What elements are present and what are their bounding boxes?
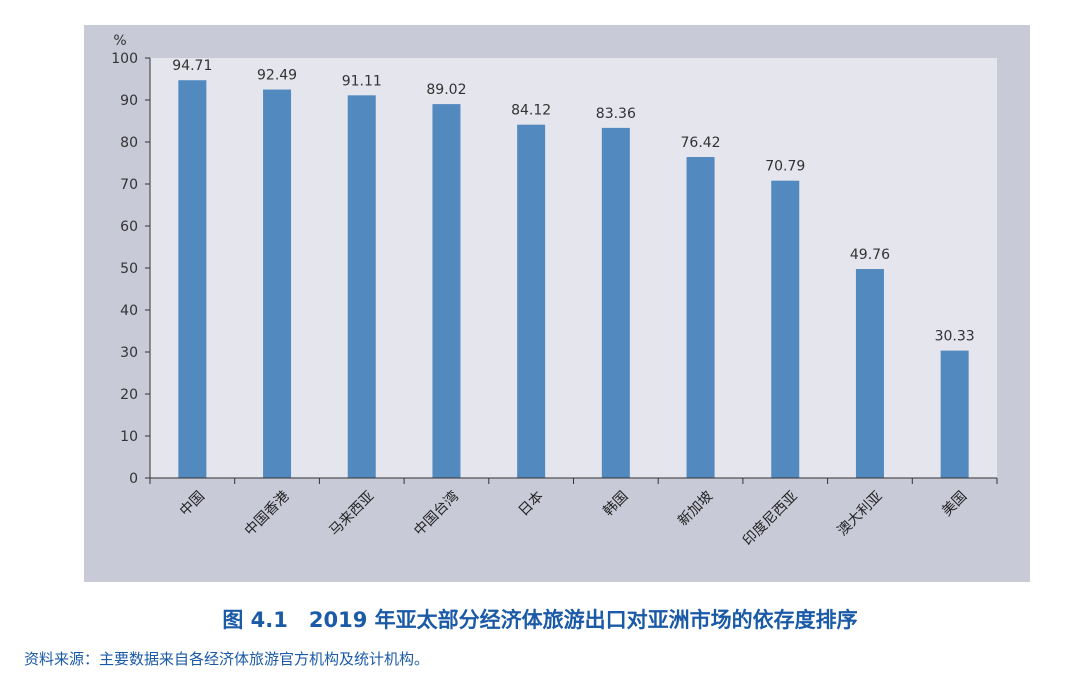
bar-chart: % 0 10 20 30 40 50 60 70 80 90 100 94.71 92.49 91.11… — [111, 33, 998, 549]
data-label: 94.71 — [172, 58, 212, 74]
y-tick-label: 80 — [120, 135, 138, 151]
bar — [686, 157, 715, 478]
category-label: 新加坡 — [675, 488, 716, 529]
bar — [347, 95, 376, 478]
bar — [432, 104, 461, 478]
bars: 94.71 92.49 91.11 89.02 84.12 83.36 76.42 70.79… — [172, 58, 975, 479]
data-label: 30.33 — [935, 329, 975, 345]
y-tick-label: 50 — [120, 261, 138, 277]
category-label: 中国台湾 — [410, 488, 462, 540]
y-axis-unit: % — [113, 33, 126, 49]
bar — [517, 124, 546, 479]
category-label: 马来西亚 — [326, 488, 377, 539]
data-label: 91.11 — [342, 73, 382, 89]
data-label: 89.02 — [426, 82, 466, 98]
figure-caption: 图 4.1 2019 年亚太部分经济体旅游出口对亚洲市场的依存度排序 — [222, 608, 858, 632]
data-label: 92.49 — [257, 68, 297, 84]
y-tick-label: 20 — [120, 387, 138, 403]
data-label: 76.42 — [681, 135, 721, 151]
y-tick-label: 40 — [120, 303, 138, 319]
category-label: 中国香港 — [242, 488, 293, 539]
y-tick-label: 90 — [120, 93, 138, 109]
category-label: 中国 — [177, 488, 208, 519]
bar — [940, 350, 969, 478]
category-label: 韩国 — [600, 488, 631, 519]
bar — [855, 269, 884, 478]
bar — [771, 180, 800, 478]
data-label: 83.36 — [596, 106, 636, 122]
y-tick-label: 0 — [129, 471, 138, 487]
y-tick-label: 10 — [120, 429, 138, 445]
y-tick-label: 70 — [120, 177, 138, 193]
y-tick-label: 100 — [111, 51, 138, 67]
x-axis: 中国 中国香港 马来西亚 中国台湾 日本 韩国 新加坡 印度尼西亚 澳大利亚 美国 — [149, 477, 998, 549]
category-label: 澳大利亚 — [835, 488, 886, 539]
bar — [178, 80, 207, 478]
category-label: 印度尼西亚 — [740, 488, 801, 549]
plot-area — [150, 58, 997, 478]
data-label: 49.76 — [850, 247, 890, 263]
category-label: 美国 — [939, 488, 970, 519]
chart-panel: % 0 10 20 30 40 50 60 70 80 90 100 94.71 92.49 91.11… — [84, 25, 1030, 582]
data-label: 84.12 — [511, 103, 551, 119]
source-note: 资料来源：主要数据来自各经济体旅游官方机构及统计机构。 — [24, 650, 430, 668]
y-tick-label: 60 — [120, 219, 138, 235]
category-label: 日本 — [516, 488, 547, 519]
bar — [263, 89, 292, 479]
y-tick-label: 30 — [120, 345, 138, 361]
y-axis: 0 10 20 30 40 50 60 70 80 90 100 — [111, 51, 151, 487]
bar — [601, 127, 630, 478]
data-label: 70.79 — [765, 159, 805, 175]
